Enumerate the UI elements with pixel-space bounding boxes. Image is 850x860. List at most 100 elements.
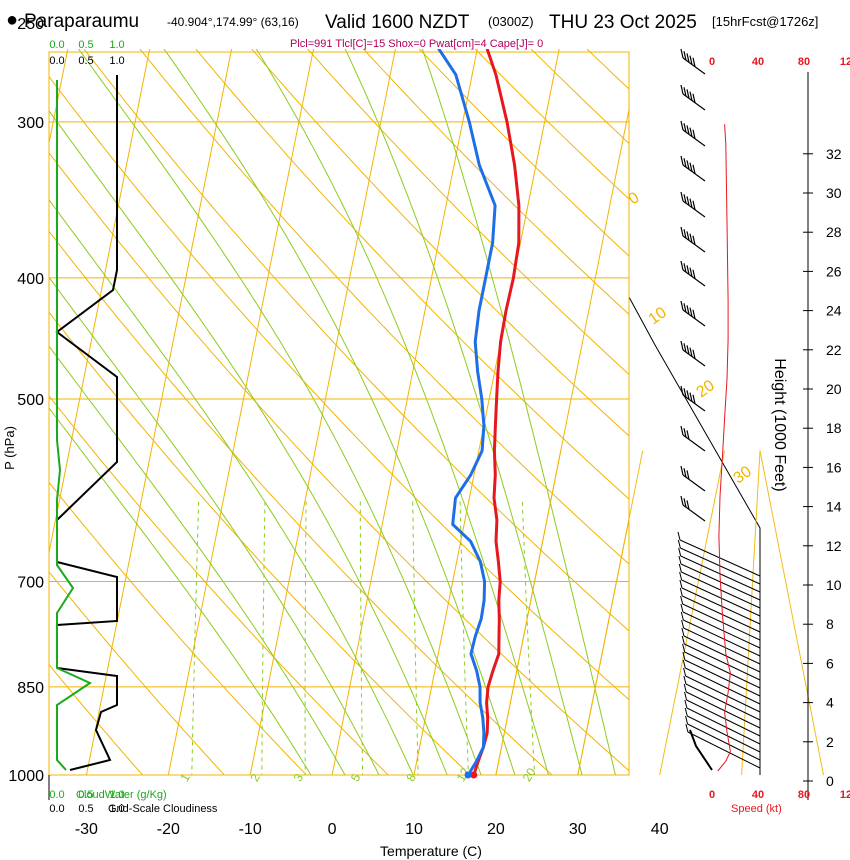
barb-staff	[682, 309, 706, 327]
barb-flag	[692, 309, 696, 319]
surface-temperature-point	[470, 771, 478, 779]
cloudwater-top-tick: 0.5	[78, 39, 93, 51]
isotherm-ext	[577, 450, 644, 776]
wind-barb-low	[682, 595, 761, 633]
dry-adiabat	[362, 49, 629, 316]
barb-flag	[683, 343, 687, 353]
header-coords: -40.904°,174.99° (63,16)	[167, 15, 299, 29]
wind-barb	[680, 226, 706, 253]
wind-speed-top-tick: 0	[709, 56, 715, 68]
wind-barb	[680, 465, 706, 492]
plot-border	[48, 51, 630, 776]
pressure-tick-label: 500	[17, 392, 44, 409]
height-axis-title: Height (1000 Feet)	[771, 358, 788, 491]
dry-adiabat	[251, 49, 629, 437]
cloudwater-bottom-tick: 0.0	[49, 789, 64, 801]
barb-flag	[686, 470, 690, 480]
wind-barb-low	[682, 611, 761, 649]
cloudwater-label: CloudWater (g/Kg)	[76, 789, 167, 801]
wind-barb-low-flag	[683, 667, 687, 677]
height-tick-label: 28	[826, 224, 842, 240]
dry-adiabat	[139, 49, 629, 565]
dry-adiabat	[49, 311, 471, 775]
barb-flag	[683, 229, 687, 239]
barb-staff	[682, 235, 706, 253]
wind-barb-low-flag	[681, 619, 685, 629]
mixing-ratio-line	[191, 497, 200, 775]
wind-barb-low-flag	[683, 675, 687, 685]
cloudiness-bottom-tick: 0.0	[49, 803, 64, 815]
wind-region-lines	[495, 450, 824, 776]
barb-flag	[683, 468, 687, 478]
barb-flag	[692, 164, 696, 174]
barb-flag	[683, 303, 687, 313]
wind-barb-low	[687, 723, 761, 761]
wind-barb-low-flag	[685, 723, 689, 733]
height-tick-label: 6	[826, 655, 834, 671]
wind-barb	[680, 120, 706, 147]
dry-adiabat	[195, 49, 629, 500]
wind-speed-top-tick: 80	[798, 56, 810, 68]
height-tick-label: 0	[826, 773, 834, 789]
height-tick-label: 32	[826, 146, 842, 162]
barb-flag	[689, 198, 693, 208]
dry-adiabat	[418, 49, 629, 257]
dry-adiabat	[83, 49, 629, 632]
barb-flag	[692, 93, 696, 103]
barb-flag	[689, 233, 693, 243]
cloudwater-bottom-tick: 0.5	[78, 789, 93, 801]
moist-adiabat	[421, 49, 616, 775]
cloudiness-top-tick: 0.5	[78, 55, 93, 67]
isotherm	[249, 49, 396, 775]
wind-barb-low	[685, 683, 761, 721]
wind-barb-low-flag	[685, 715, 689, 725]
wind-speed-bottom-tick: 40	[752, 789, 764, 801]
barb-flag	[689, 347, 693, 357]
cloudwater-top-tick: 0.0	[49, 39, 64, 51]
barb-flag	[686, 390, 690, 400]
wind-barb-low-flag	[680, 595, 684, 605]
cloudiness-bottom-tick: 0.5	[78, 803, 93, 815]
wind-barb-low	[683, 619, 761, 657]
temperature-tick-label: 30	[569, 821, 587, 838]
barb-staff	[682, 394, 706, 412]
wind-barb-low	[684, 651, 761, 689]
temperature-tick-label: 10	[405, 821, 423, 838]
wind-barb-low-flag	[677, 539, 681, 549]
barb-flag	[680, 84, 684, 95]
height-tick-label: 10	[826, 577, 842, 593]
barb-flag	[692, 394, 696, 404]
wind-barb-low	[681, 587, 761, 625]
mixing-ratio-line	[261, 497, 266, 775]
barb-flag	[686, 125, 690, 135]
isotherm	[736, 1, 850, 802]
wind-barb-low-flag	[684, 691, 688, 701]
surface-dewpoint-point	[464, 771, 472, 779]
barb-flag	[692, 349, 696, 359]
moist-adiabat-label: 20	[694, 377, 718, 401]
wind-barb-low	[684, 643, 761, 681]
barb-flag	[689, 91, 693, 101]
cloudwater-bottom-tick: 1.0	[109, 789, 124, 801]
wind-barb	[680, 155, 706, 182]
barb-flag	[686, 430, 690, 440]
wind-barb-low-flag	[679, 579, 683, 589]
moist-adiabat	[49, 407, 312, 775]
isotherm-ext	[759, 450, 824, 776]
barb-flag	[680, 260, 684, 271]
cloudiness-top-tick: 0.0	[49, 55, 64, 67]
barb-staff	[682, 434, 706, 452]
isotherm	[331, 49, 478, 775]
mixing-ratio-line	[412, 497, 419, 775]
barb-flag	[680, 226, 684, 237]
header-forecast: [15hrFcst@1726z]	[712, 14, 818, 29]
wind-barb-low	[683, 635, 761, 673]
cloudiness-curve-low	[56, 667, 118, 771]
wind-barb-low-flag	[678, 555, 682, 565]
barb-flag	[680, 120, 684, 131]
temperature-tick-label: 40	[651, 821, 669, 838]
dry-adiabat	[49, 75, 629, 701]
dry-adiabat	[49, 571, 226, 775]
isotherm	[413, 49, 560, 775]
wind-barb-low	[685, 675, 761, 713]
